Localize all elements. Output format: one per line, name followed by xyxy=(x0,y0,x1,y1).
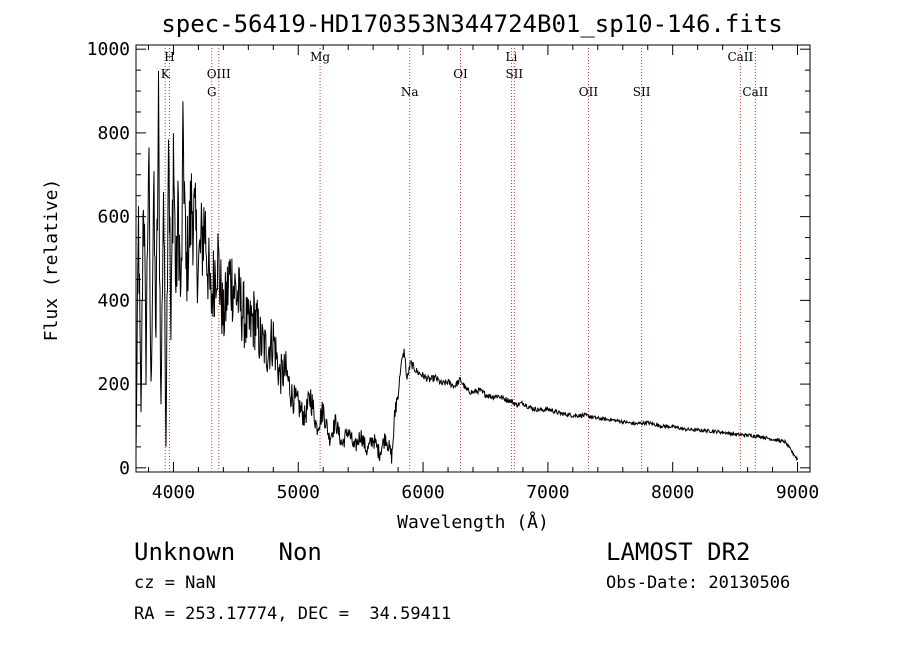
x-tick-label: 4000 xyxy=(152,482,195,503)
x-tick-label: 6000 xyxy=(401,482,444,503)
spectral-line-label-9: OII xyxy=(579,85,599,99)
spectral-line-label-3: G xyxy=(207,85,217,99)
spectral-line-label-11: CaII xyxy=(727,50,753,64)
spectral-line-label-0: H xyxy=(164,50,174,64)
y-tick-label: 200 xyxy=(97,374,130,395)
spectral-line-label-12: CaII xyxy=(742,85,768,99)
obs-date-text: Obs-Date: 20130506 xyxy=(606,573,791,593)
y-tick-label: 400 xyxy=(97,290,130,311)
y-tick-label: 600 xyxy=(97,207,130,228)
x-axis-label: Wavelength (Å) xyxy=(397,511,549,533)
y-tick-label: 800 xyxy=(97,123,130,144)
x-tick-label: 9000 xyxy=(776,482,819,503)
redshift-text: cz = NaN xyxy=(134,573,216,593)
object-class-text: Unknown Non xyxy=(134,538,322,566)
spectral-line-label-2: OIII xyxy=(207,67,231,81)
y-tick-label: 0 xyxy=(119,458,130,479)
plot-frame xyxy=(135,44,811,473)
x-tick-label: 7000 xyxy=(526,482,569,503)
survey-name-text: LAMOST DR2 xyxy=(606,538,751,566)
spectral-line-label-6: OI xyxy=(453,67,468,81)
x-tick-label: 8000 xyxy=(651,482,694,503)
spectral-line-markers: HK OIII G Mg Na OI Li SII OII SII CaII CaII xyxy=(161,45,768,472)
spectral-line-label-8: SII xyxy=(505,67,523,81)
y-axis-label: Flux (relative) xyxy=(41,179,62,342)
chart-title: spec-56419-HD170353N344724B01_sp10-146.f… xyxy=(161,10,782,38)
axis-ticks: 4000 5000 6000 7000 8000 9000 0 200 400 600 800 100… xyxy=(87,39,820,503)
spectral-line-label-1: K xyxy=(161,67,171,81)
x-tick-label: 5000 xyxy=(277,482,320,503)
spectral-line-label-7: Li xyxy=(506,50,518,64)
coordinates-text: RA = 253.17774, DEC = 34.59411 xyxy=(134,604,452,624)
spectral-line-label-4: Mg xyxy=(310,50,330,64)
spectrum-series-line xyxy=(135,70,798,464)
y-tick-label: 1000 xyxy=(87,39,130,60)
spectral-line-label-10: SII xyxy=(633,85,651,99)
spectral-line-label-5: Na xyxy=(401,85,419,99)
